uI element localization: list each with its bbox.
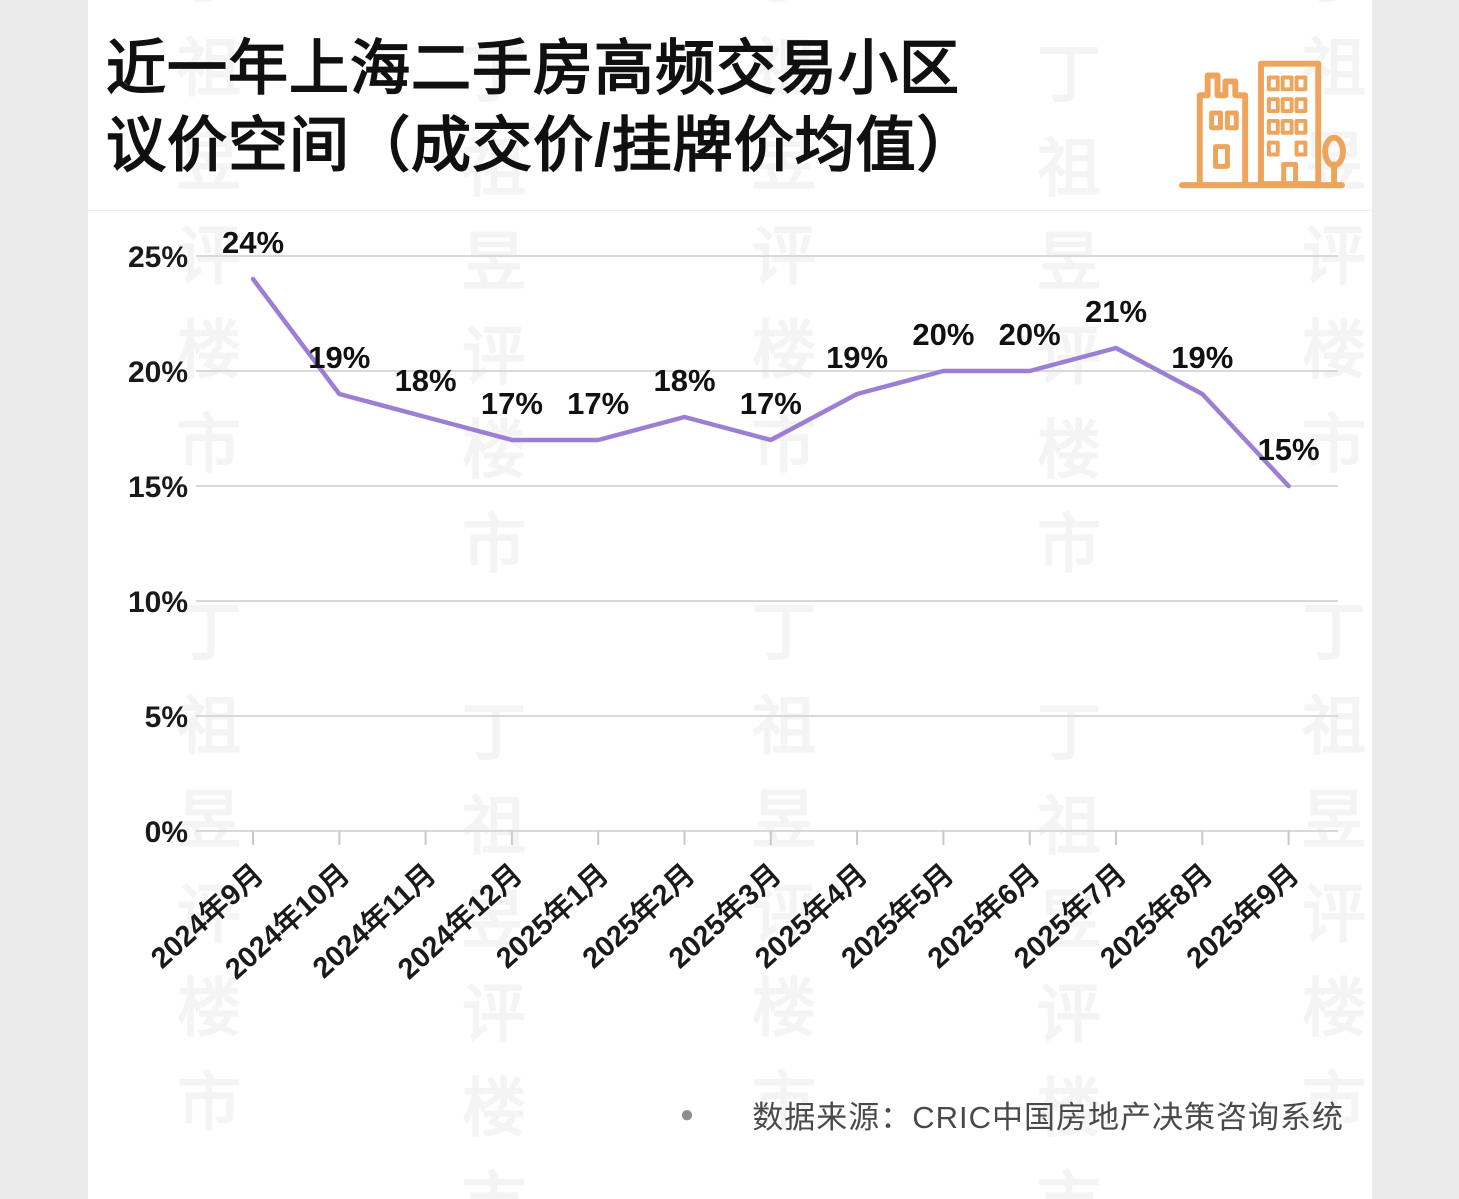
svg-text:19%: 19% <box>1171 340 1233 375</box>
buildings-icon <box>1179 60 1346 189</box>
chart-area: 0% 5% 10% 15% 20% 25% 2024年9月 2024年10月 2024年11月 2… <box>88 210 1372 1011</box>
title-line-2: 议价空间（成交价/挂牌价均值） <box>106 112 978 179</box>
source-row: ● 数据来源：CRIC中国房地产决策咨询系统 <box>680 1092 1344 1137</box>
svg-text:15%: 15% <box>1258 432 1320 467</box>
svg-text:19%: 19% <box>308 340 370 375</box>
svg-text:18%: 18% <box>395 363 457 398</box>
title-line-1: 近一年上海二手房高频交易小区 <box>106 35 960 102</box>
svg-text:17%: 17% <box>740 386 802 421</box>
svg-text:18%: 18% <box>653 363 715 398</box>
svg-text:20%: 20% <box>912 317 974 352</box>
bullet-icon: ● <box>679 1100 695 1128</box>
svg-text:20%: 20% <box>999 317 1061 352</box>
svg-text:24%: 24% <box>222 225 284 260</box>
svg-text:25%: 25% <box>128 241 188 274</box>
svg-text:10%: 10% <box>128 586 188 619</box>
svg-text:19%: 19% <box>826 340 888 375</box>
line-chart: 0%5%10%15%20%25%2024年9月2024年10月2024年11月2… <box>128 225 1338 986</box>
svg-text:20%: 20% <box>128 356 188 389</box>
svg-text:17%: 17% <box>481 386 543 421</box>
page-title: 近一年上海二手房高频交易小区 议价空间（成交价/挂牌价均值） <box>106 30 978 184</box>
chart-card: 丁祖昱评楼市 丁祖昱评楼市丁祖昱评楼市 丁祖昱评楼市丁祖昱评楼市 丁祖昱评楼市丁… <box>88 0 1372 1199</box>
svg-text:15%: 15% <box>128 471 188 504</box>
data-source-text: 数据来源：CRIC中国房地产决策咨询系统 <box>752 1100 1344 1135</box>
svg-text:17%: 17% <box>567 386 629 421</box>
svg-text:5%: 5% <box>145 701 188 734</box>
svg-text:21%: 21% <box>1085 294 1147 329</box>
header: 近一年上海二手房高频交易小区 议价空间（成交价/挂牌价均值） <box>106 30 1358 194</box>
svg-text:0%: 0% <box>145 816 188 849</box>
